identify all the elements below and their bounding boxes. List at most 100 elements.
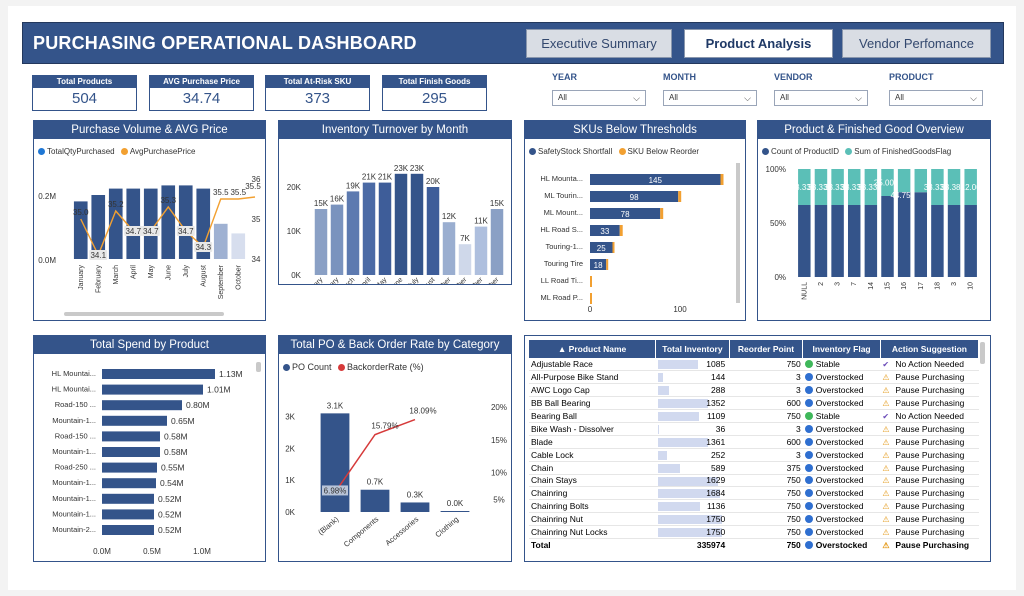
data-label: 23K [410, 164, 425, 173]
slicer-label: YEAR [552, 72, 578, 82]
table-row[interactable]: AWC Logo Cap 288 3 Overstocked ⚠ Pause Purcha… [529, 383, 979, 398]
month-dropdown[interactable]: All ⌵ [663, 90, 757, 106]
data-label: 44.75% [891, 191, 918, 200]
horizontal-scrollbar[interactable] [64, 312, 224, 316]
tick-label: June [389, 276, 405, 284]
bar [320, 413, 350, 512]
dropdown-value: All [780, 93, 789, 102]
vendor-dropdown[interactable]: All ⌵ [774, 90, 868, 106]
chevron-down-icon: ⌵ [970, 93, 977, 103]
category-label: HL Road S... [540, 225, 583, 234]
legend-dot [38, 148, 45, 156]
data-label: 0.7K [367, 478, 384, 487]
category-label: Road-150 ... [55, 400, 96, 409]
data-label: 0.80M [186, 400, 210, 410]
slicer-month: MONTH All ⌵ [663, 72, 757, 106]
skus-chart[interactable]: HL Mounta... 145 ML Tourin... 98 ML Mount...… [525, 159, 745, 319]
year-dropdown[interactable]: All ⌵ [552, 90, 646, 106]
tick-label: March [113, 265, 120, 285]
warning-icon: ⚠ [882, 386, 890, 396]
purchase-chart[interactable]: 0.2M 0.0M 34 35 36 January February March April M… [34, 159, 265, 319]
page-title: PURCHASING OPERATIONAL DASHBOARD [33, 33, 417, 53]
bar [314, 209, 328, 275]
category-label: HL Mounta... [540, 174, 583, 183]
kpi-label: Total At-Risk SKU [266, 76, 369, 88]
table-row[interactable]: BB Ball Bearing 1352 600 Overstocked ⚠ Pause … [529, 396, 979, 411]
data-label: 1.13M [219, 369, 243, 379]
panel-title: Product & Finished Good Overview [758, 121, 990, 139]
column-header[interactable]: Action Suggestion [880, 340, 980, 358]
tick-label: 16 [901, 282, 908, 290]
table-row[interactable]: Cable Lock 252 3 Overstocked ⚠ Pause Purchasi… [529, 448, 979, 462]
table-row[interactable]: Blade 1361 600 Overstocked ⚠ Pause Purchasing [529, 435, 979, 449]
blue-status-icon [804, 424, 813, 433]
column-header[interactable]: Reorder Point [729, 340, 804, 358]
finished-chart[interactable]: 0% 50% 100% 33.33% NULL 33.33% 2 33.33% 3 33.33% 7… [758, 159, 990, 319]
data-label: 3.1K [327, 401, 344, 410]
action-suggestion-cell: ⚠ Pause Purchasing [880, 461, 979, 475]
data-label: 35.5 [230, 188, 246, 197]
table-row[interactable]: All-Purpose Bike Stand 144 3 Overstocked ⚠ Pa… [529, 370, 979, 385]
action-suggestion-cell: ⚠ Pause Purchasing [880, 486, 979, 501]
tick-label: July [183, 265, 190, 278]
nav-vendor-performance[interactable]: Vendor Perfomance [842, 29, 991, 58]
category-label: ML Tourin... [544, 191, 583, 200]
data-label: 11K [474, 217, 488, 226]
table-row[interactable]: Chainring Nut 1750 750 Overstocked ⚠ Pause Pu… [529, 512, 979, 527]
action-suggestion-cell: ⚠ Pause Purchasing [880, 474, 979, 488]
table-row[interactable]: Chainring Nut Locks 1750 750 Overstocked ⚠ Pa… [529, 525, 979, 539]
vertical-scrollbar[interactable] [980, 342, 985, 364]
data-label: 0.54M [160, 478, 184, 488]
bar [360, 489, 390, 512]
po-chart[interactable]: 0K 1K 2K 3K 5% 10% 15% 20% 3.1K (Blank) 0.7K Compon… [279, 372, 511, 562]
nav-executive-summary[interactable]: Executive Summary [526, 29, 672, 58]
panel-inventory-turnover: Inventory Turnover by Month 0K 10K 20K 15K J… [278, 120, 512, 285]
data-label: 15.79% [371, 422, 398, 431]
data-label: 0.55M [161, 463, 185, 473]
bar [590, 242, 613, 253]
table-row[interactable]: Chain Stays 1629 750 Overstocked ⚠ Pause Purc… [529, 474, 979, 488]
tick-label: August [200, 265, 207, 287]
table-row[interactable]: Adjustable Race 1085 750 Stable ✔ No Action N… [529, 358, 979, 372]
inventory-bar [657, 437, 708, 447]
table-total-row[interactable]: Total 335974 750 Overstocked ⚠ Pause Purchasi… [529, 537, 979, 552]
bar [814, 169, 828, 205]
bar [143, 188, 158, 259]
table-row[interactable]: Chain 589 375 Overstocked ⚠ Pause Purchasing [529, 461, 979, 475]
table-row[interactable]: Chainring 1684 750 Overstocked ⚠ Pause Purcha… [529, 486, 979, 501]
axis-tick: 10K [287, 227, 302, 236]
reorder-point-cell: 750 [729, 512, 803, 527]
bar [108, 188, 123, 259]
data-label-bg [176, 226, 195, 236]
axis-tick: 0K [285, 508, 295, 517]
total-inventory-cell: 1109 [655, 409, 730, 423]
turnover-chart[interactable]: 0K10K20K15KJanuary16KFebruary19KMarch21K… [279, 139, 511, 284]
total-inventory-cell: 252 [655, 448, 730, 462]
nav-product-analysis[interactable]: Product Analysis [684, 29, 833, 58]
table-row[interactable]: Bearing Ball 1109 750 Stable ✔ No Action Need… [529, 409, 979, 423]
product-name-cell: AWC Logo Cap [529, 383, 656, 398]
column-header[interactable]: Total Inventory [655, 340, 730, 358]
data-label: 34.1 [90, 251, 106, 260]
panel-total-spend: Total Spend by Product HL Mountai... 1.13… [33, 335, 266, 562]
vertical-scrollbar[interactable] [256, 362, 261, 372]
column-header[interactable]: Inventory Flag [802, 340, 881, 358]
table-row[interactable]: Bike Wash - Dissolver 36 3 Overstocked ⚠ Paus… [529, 422, 979, 436]
bar [847, 204, 861, 277]
inventory-bar [657, 399, 708, 409]
data-label: 21K [378, 173, 393, 182]
reorder-point-cell: 375 [729, 461, 803, 475]
legend-label: SafetyStock Shortfall [538, 147, 613, 156]
action-suggestion-cell: ⚠ Pause Purchasing [880, 383, 979, 398]
category-label: Mountain-1... [52, 494, 96, 503]
spend-chart[interactable]: HL Mountai... 1.13M HL Mountai... 1.01M Road… [34, 356, 254, 561]
bar [612, 242, 615, 253]
panel-title: Total PO & Back Order Rate by Category [279, 336, 511, 354]
data-label: 25.00% [874, 179, 901, 188]
table-row[interactable]: Chainring Bolts 1136 750 Overstocked ⚠ Pause … [529, 499, 979, 514]
category-label: Touring Tire [544, 259, 583, 268]
product-dropdown[interactable]: All ⌵ [889, 90, 983, 106]
column-header[interactable]: ▲ Product Name [529, 340, 657, 358]
check-icon: ✔ [882, 360, 890, 370]
tick-label: March [338, 276, 357, 284]
